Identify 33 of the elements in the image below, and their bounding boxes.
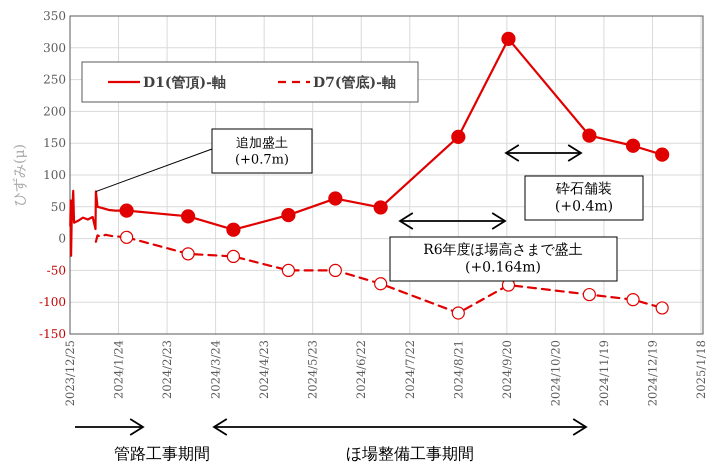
x-tick-label: 2024/1/24 — [112, 340, 126, 399]
text: ほ場整備工事期間 — [346, 444, 474, 463]
x-tick-label: 2024/11/19 — [596, 340, 611, 406]
y-tick-label: 300 — [43, 40, 66, 55]
x-tick-label: 2024/10/20 — [548, 340, 562, 406]
y-axis-title: ひずみ(μ) — [12, 144, 28, 206]
y-tick-label: 350 — [43, 9, 66, 23]
y-tick-label: 250 — [43, 72, 66, 87]
x-tick-label: 2024/3/24 — [208, 340, 223, 399]
annotation: 砕石舗装 (+0.4m) — [554, 181, 614, 214]
annotation: R6年度ほ場高さまで盛土 (+0.164m) — [423, 242, 583, 276]
x-tick-label: 2024/2/23 — [160, 340, 174, 399]
x-tick-label: 2024/9/20 — [500, 340, 514, 399]
x-tick-label: 2024/12/19 — [645, 340, 660, 406]
y-tick-label: -100 — [39, 295, 66, 310]
x-tick-label: 2024/5/23 — [306, 340, 320, 399]
y-tick-label: 200 — [43, 104, 66, 118]
y-tick-label: 50 — [50, 200, 66, 214]
x-tick-label: 2024/7/22 — [402, 340, 417, 399]
y-tick-label: 100 — [43, 168, 66, 182]
legend-label: D1(管頂)-軸 — [143, 75, 226, 91]
x-tick-label: 2024/4/23 — [257, 340, 272, 399]
x-tick-label: 2025/1/18 — [694, 340, 708, 399]
x-tick-label: 2024/6/22 — [354, 340, 368, 399]
x-tick-label: 2023/12/25 — [63, 340, 77, 406]
y-tick-label: -50 — [46, 263, 66, 278]
y-tick-label: 0 — [58, 232, 66, 246]
text: 管路工事期間 — [114, 444, 210, 463]
y-tick-label: -150 — [39, 327, 66, 341]
legend-label: D7(管底)-軸 — [313, 74, 396, 91]
x-tick-label: 2024/8/21 — [451, 340, 466, 399]
y-tick-label: 150 — [43, 136, 66, 150]
annotation: 追加盛土 (+0.7m) — [234, 136, 290, 168]
